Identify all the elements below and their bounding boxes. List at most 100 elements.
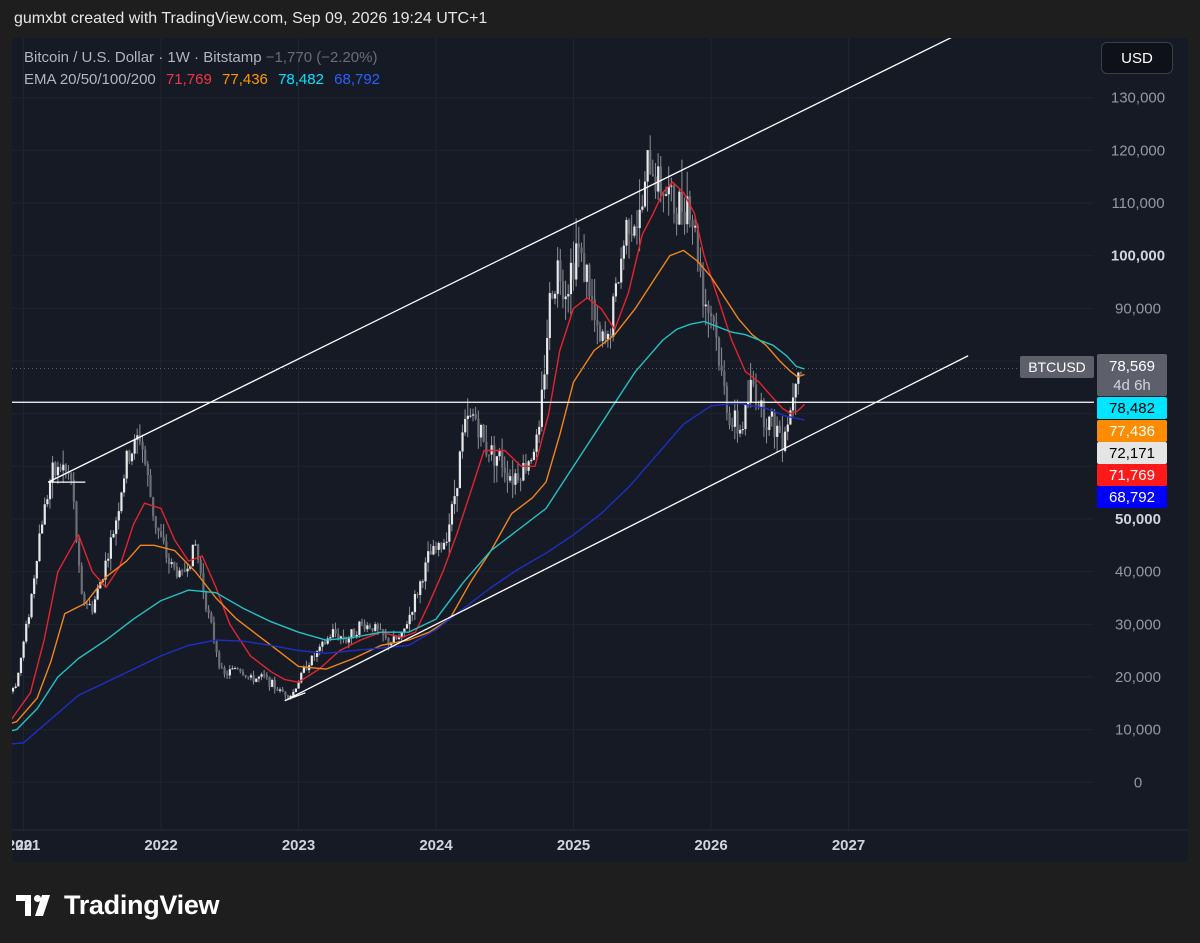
legend-symbol-row[interactable]: Bitcoin / U.S. Dollar · 1W · Bitstamp −1… xyxy=(24,47,380,69)
candle-body xyxy=(353,629,356,637)
candle-body xyxy=(12,687,15,692)
currency-button[interactable]: USD xyxy=(1101,42,1173,74)
candle-body xyxy=(297,682,300,689)
candle-body xyxy=(136,435,139,440)
candle-body xyxy=(286,695,290,698)
candle-body xyxy=(334,629,337,634)
candle-body xyxy=(654,176,657,192)
candle-body xyxy=(85,603,89,605)
candle-body xyxy=(339,636,343,639)
candle-body xyxy=(345,639,348,643)
candle-body xyxy=(778,425,781,433)
candle-body xyxy=(289,695,292,698)
candle-body xyxy=(707,304,710,313)
candle-body xyxy=(41,524,44,534)
tradingview-logo[interactable]: TradingView xyxy=(16,890,220,921)
candle-body xyxy=(612,296,615,337)
candle-body xyxy=(712,316,715,322)
candle-body xyxy=(543,374,546,390)
candle-body xyxy=(183,570,186,572)
ema100-badge: 78,482 xyxy=(1109,400,1155,417)
candle-body xyxy=(561,281,565,300)
candle-body xyxy=(569,262,573,295)
candle-body xyxy=(752,379,755,385)
ema50-badge-bg xyxy=(1097,420,1167,442)
candle-body xyxy=(530,459,533,462)
candle-body xyxy=(725,386,729,413)
ema100-line[interactable] xyxy=(12,320,805,743)
candle-body xyxy=(675,213,678,225)
candle-body xyxy=(331,629,335,638)
candle-body xyxy=(601,331,604,341)
candle-body xyxy=(532,451,536,460)
candle-body xyxy=(564,296,567,300)
candle-body xyxy=(493,445,496,466)
price-chart[interactable]: 0 10,000 20,000 30,000 40,000 50,000 90,000 100… xyxy=(12,38,1188,862)
candle-body xyxy=(83,593,86,604)
ema200-badge-bg xyxy=(1097,486,1167,508)
candle-body xyxy=(374,624,377,631)
channel-line-lower-tick[interactable] xyxy=(284,692,306,702)
candle-body xyxy=(117,511,120,521)
candle-body xyxy=(421,581,424,583)
candle-body xyxy=(535,434,538,452)
candle-body xyxy=(553,293,557,299)
candle-body xyxy=(215,641,218,653)
candle-body xyxy=(46,499,49,505)
candle-body xyxy=(122,478,126,493)
x-axis-tick-label: 2022 xyxy=(144,837,177,854)
symbol-tag: BTCUSD xyxy=(1028,359,1086,375)
candle-body xyxy=(757,404,760,407)
candle-body xyxy=(440,543,443,550)
candle-body xyxy=(305,666,308,671)
candle-body xyxy=(604,331,607,340)
candle-body xyxy=(749,379,752,403)
candle-body xyxy=(144,449,147,464)
candle-body xyxy=(207,609,210,614)
ema200-line[interactable] xyxy=(12,402,805,753)
candle-body xyxy=(728,412,731,426)
candle-body xyxy=(226,674,229,676)
hline-badge: 72,171 xyxy=(1109,445,1155,462)
candle-body xyxy=(175,566,179,577)
candle-body xyxy=(646,150,649,182)
hline-badge-bg xyxy=(1097,442,1167,464)
candle-body xyxy=(43,504,46,525)
candle-body xyxy=(112,533,115,538)
x-axis-tick-label: 2024 xyxy=(419,837,453,854)
candle-body xyxy=(546,338,549,375)
ema20-badge: 71,769 xyxy=(1109,467,1155,484)
candle-body xyxy=(162,536,165,542)
channel-line-lower[interactable] xyxy=(284,355,969,702)
channel-line-upper[interactable] xyxy=(47,38,968,483)
candle-body xyxy=(413,594,417,613)
candle-body xyxy=(686,196,689,225)
candle-body xyxy=(511,476,514,485)
candle-body xyxy=(522,463,525,481)
candle-body xyxy=(408,614,411,625)
candle-body xyxy=(498,450,501,457)
candle-body xyxy=(173,562,176,567)
candle-body xyxy=(702,271,705,307)
candle-body xyxy=(75,501,78,542)
candle-body xyxy=(736,410,739,434)
candle-body xyxy=(723,371,726,387)
candle-body xyxy=(583,252,586,282)
candle-body xyxy=(220,667,224,669)
legend-ema-row[interactable]: EMA 20/50/100/200 71,769 77,436 78,482 6… xyxy=(24,69,380,91)
legend-change: −1,770 (−2.20%) xyxy=(265,49,378,66)
candle-body xyxy=(688,196,692,220)
candle-body xyxy=(453,496,456,505)
candle-body xyxy=(22,641,25,658)
candle-body xyxy=(181,570,184,572)
ema20-line[interactable] xyxy=(12,181,805,741)
candle-body xyxy=(80,565,83,594)
last-price-badge: 78,569 xyxy=(1109,358,1155,375)
candle-body xyxy=(194,544,197,546)
chart-area[interactable]: 0 10,000 20,000 30,000 40,000 50,000 90,000 100… xyxy=(12,38,1188,862)
candle-body xyxy=(93,599,97,613)
candle-body xyxy=(495,456,499,466)
legend-ema20-value: 71,769 xyxy=(165,71,212,88)
candle-body xyxy=(559,260,562,282)
ema50-line[interactable] xyxy=(12,249,805,741)
